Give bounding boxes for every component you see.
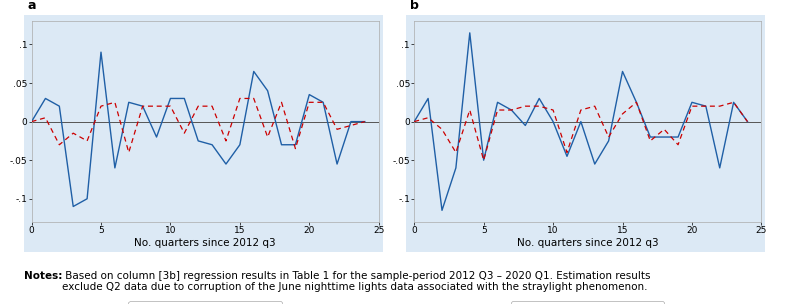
X-axis label: No. quarters since 2012 q3: No. quarters since 2012 q3 (134, 238, 276, 248)
Legend: ln NTL, ln GDP: ln NTL, ln GDP (511, 301, 664, 304)
Text: b: b (410, 0, 419, 12)
Text: Based on column [3b] regression results in Table 1 for the sample-period 2012 Q3: Based on column [3b] regression results … (62, 271, 650, 292)
X-axis label: No. quarters since 2012 q3: No. quarters since 2012 q3 (517, 238, 659, 248)
Text: a: a (28, 0, 36, 12)
Text: Notes:: Notes: (24, 271, 62, 281)
Legend: ln NTL, ln GDP: ln NTL, ln GDP (129, 301, 282, 304)
